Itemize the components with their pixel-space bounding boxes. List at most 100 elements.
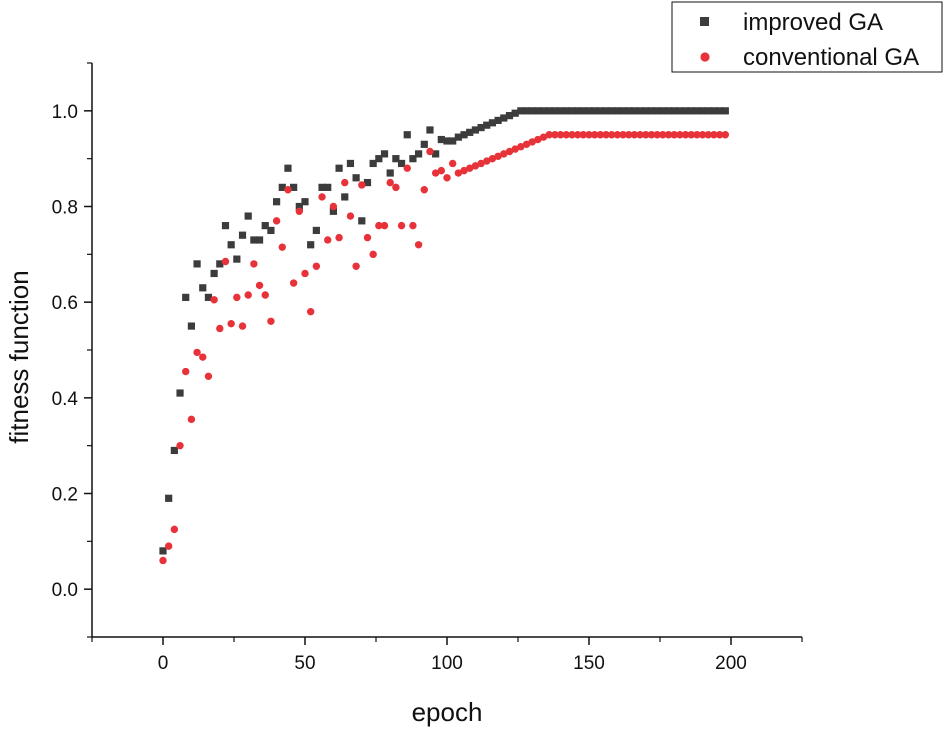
improved-ga-point [670, 107, 678, 115]
conventional-ga-point [386, 178, 394, 187]
improved-ga-point [710, 107, 718, 115]
conventional-ga-point [306, 308, 315, 316]
y-tick-label: 0.6 [52, 293, 78, 314]
conventional-ga-point [437, 166, 446, 175]
improved-ga-point [329, 207, 337, 215]
improved-ga-point [182, 293, 190, 301]
x-tick-label: 0 [158, 653, 169, 674]
conventional-ga-point [238, 322, 247, 330]
improved-ga-point [483, 121, 491, 129]
conventional-ga-point [471, 162, 480, 170]
conventional-ga-point [284, 186, 292, 194]
conventional-ga-point [681, 131, 690, 139]
improved-ga-point [562, 107, 570, 115]
conventional-ga-point [619, 131, 627, 139]
conventional-ga-point [363, 233, 372, 242]
conventional-ga-point [551, 131, 559, 139]
improved-ga-point [647, 107, 656, 115]
conventional-ga-point [642, 131, 650, 139]
improved-ga-point [557, 107, 565, 115]
conventional-ga-point [164, 542, 173, 550]
conventional-ga-point [176, 441, 184, 450]
conventional-ga-point [608, 131, 616, 139]
conventional-ga-point [602, 131, 610, 139]
conventional-ga-point [585, 131, 593, 139]
improved-ga-point [619, 107, 627, 115]
improved-ga-point [528, 107, 536, 115]
improved-ga-point [250, 236, 258, 244]
improved-ga-point [165, 494, 173, 502]
x-tick-label: 50 [294, 653, 315, 674]
improved-ga-point [380, 150, 389, 158]
conventional-ga-point [233, 293, 241, 302]
conventional-ga-point [352, 262, 360, 270]
conventional-ga-point [403, 164, 411, 172]
improved-ga-point [324, 183, 332, 191]
conventional-ga-point [488, 154, 497, 163]
conventional-ga-point [562, 131, 570, 139]
conventional-ga-point [653, 131, 661, 139]
improved-ga-point [477, 123, 485, 132]
conventional-ga-point [346, 212, 355, 220]
conventional-ga-point [216, 324, 224, 333]
conventional-ga-point [539, 133, 548, 141]
improved-ga-point [204, 293, 213, 301]
improved-ga-point [267, 226, 275, 235]
conventional-ga-point [289, 279, 298, 287]
improved-ga-point [579, 107, 587, 115]
y-tick-label: 0.8 [52, 198, 78, 219]
conventional-ga-point [221, 257, 230, 266]
conventional-ga-point [318, 193, 326, 201]
conventional-ga-point [448, 159, 457, 168]
conventional-ga-point [312, 262, 321, 270]
x-tick-label: 200 [715, 653, 747, 674]
conventional-ga-point [187, 415, 196, 424]
conventional-ga-point [324, 236, 332, 244]
conventional-ga-point [664, 131, 673, 139]
improved-ga-point [341, 193, 349, 201]
improved-ga-point [591, 107, 599, 115]
y-tick-label: 0.0 [52, 580, 78, 601]
improved-ga-point [278, 183, 286, 191]
improved-ga-point [659, 107, 667, 115]
improved-ga-point [522, 107, 531, 115]
x-tick-label: 100 [431, 653, 463, 674]
conventional-ga-point [494, 152, 502, 160]
improved-ga-point [415, 150, 423, 158]
improved-ga-point [704, 107, 712, 115]
improved-ga-point [471, 126, 479, 134]
improved-ga-point [335, 164, 343, 172]
conventional-ga-point [227, 319, 235, 328]
improved-ga-point [176, 389, 184, 397]
improved-ga-point [375, 155, 383, 163]
conventional-ga-point [426, 147, 434, 156]
improved-ga-point [363, 178, 372, 187]
improved-ga-point [210, 269, 218, 278]
conventional-ga-point [199, 353, 207, 361]
conventional-ga-point [301, 269, 309, 278]
improved-ga-point [551, 107, 559, 115]
improved-ga-point [386, 169, 394, 177]
improved-ga-point [221, 222, 230, 230]
conventional-ga-point [613, 131, 622, 139]
conventional-ga-point [693, 131, 701, 139]
improved-ga-point [596, 107, 604, 115]
conventional-ga-point [590, 131, 599, 139]
improved-ga-point [437, 135, 445, 144]
conventional-ga-point [278, 243, 286, 251]
conventional-ga-point [375, 221, 383, 230]
conventional-ga-point [420, 186, 428, 194]
conventional-ga-point [630, 131, 639, 139]
conventional-ga-point [193, 348, 201, 357]
conventional-ga-point [414, 241, 423, 249]
improved-ga-point [358, 217, 366, 225]
conventional-ga-point [261, 291, 269, 299]
conventional-ga-point [454, 169, 463, 177]
conventional-ga-point [159, 556, 167, 565]
conventional-ga-point [170, 525, 179, 534]
y-tick-label: 0.4 [52, 389, 79, 410]
improved-ga-point [199, 284, 207, 292]
conventional-ga-point [596, 131, 605, 139]
improved-ga-point [699, 107, 707, 115]
